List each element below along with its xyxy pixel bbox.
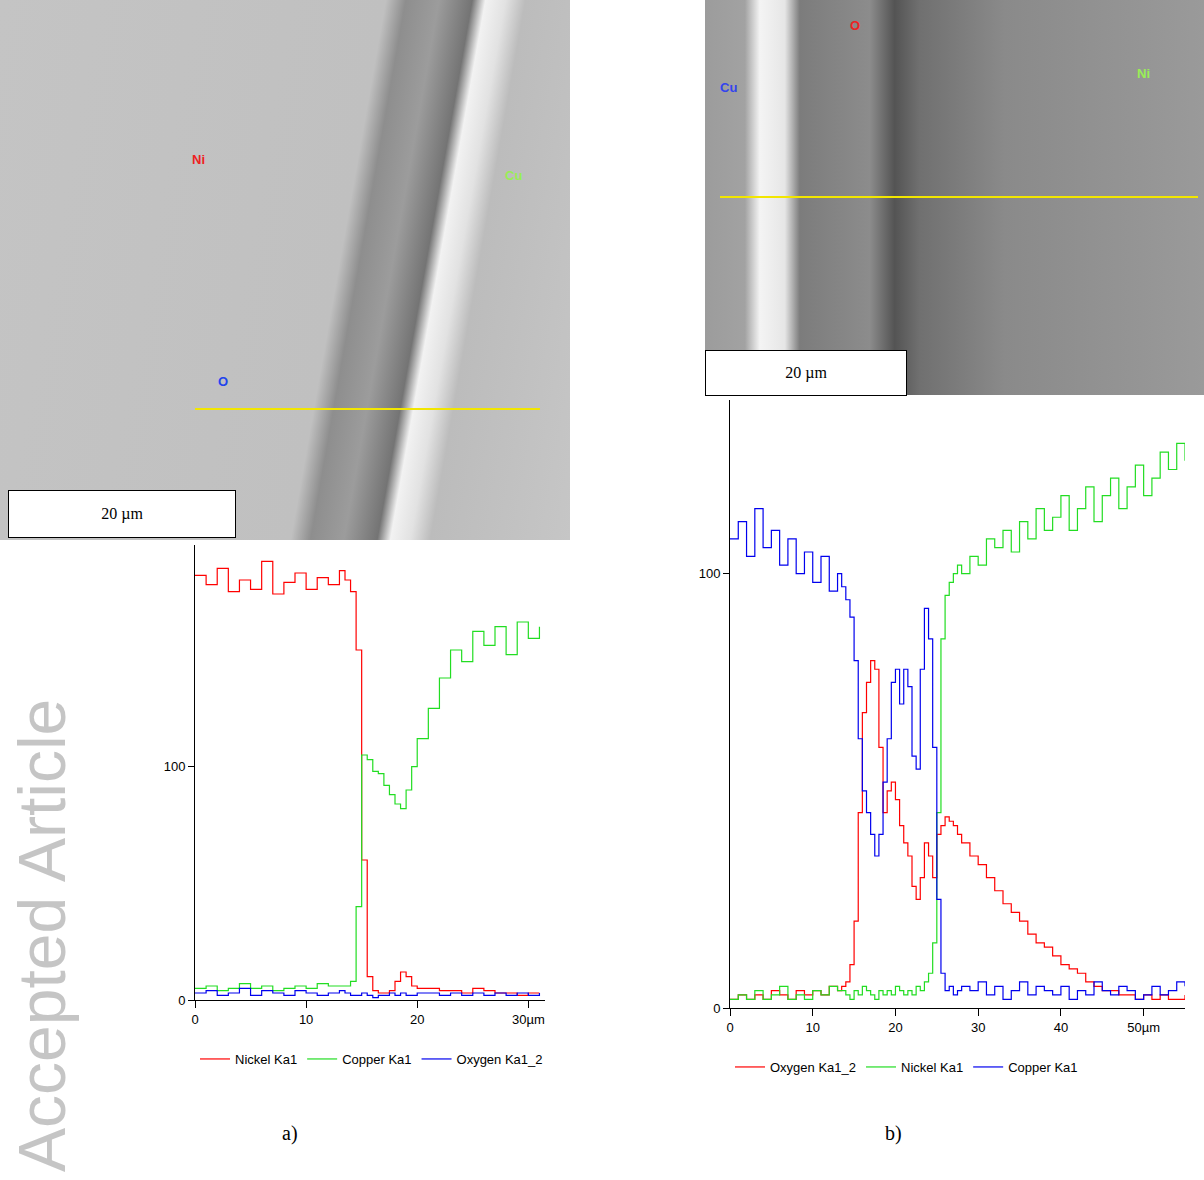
svg-text:100: 100: [164, 759, 186, 774]
svg-text:0: 0: [726, 1020, 733, 1035]
html-text:Cu: Cu: [505, 168, 523, 183]
html-text:20 µm: 20 µm: [785, 364, 827, 381]
html-text:Cu: Cu: [720, 80, 738, 95]
svg-text:Nickel Ka1: Nickel Ka1: [235, 1052, 297, 1067]
svg-text:30: 30: [971, 1020, 985, 1035]
html-text:O: O: [850, 18, 861, 33]
html-text:O: O: [218, 374, 229, 389]
svg-text:0: 0: [178, 993, 185, 1008]
html-text:a): a): [282, 1122, 298, 1144]
svg-text:30µm: 30µm: [512, 1012, 545, 1027]
html-text:b): b): [885, 1122, 902, 1144]
html-text:Ni: Ni: [192, 152, 205, 167]
svg-text:20: 20: [888, 1020, 902, 1035]
svg-text:0: 0: [191, 1012, 198, 1027]
svg-text:Oxygen Ka1_2: Oxygen Ka1_2: [770, 1060, 856, 1075]
svg-text:Copper Ka1: Copper Ka1: [1008, 1060, 1077, 1075]
svg-text:100: 100: [699, 566, 721, 581]
html-text:Accepted Article: Accepted Article: [5, 698, 79, 1172]
svg-text:20: 20: [410, 1012, 424, 1027]
svg-text:Oxygen Ka1_2: Oxygen Ka1_2: [457, 1052, 543, 1067]
html-text:20 µm: 20 µm: [101, 505, 143, 522]
svg-text:0: 0: [713, 1001, 720, 1016]
svg-text:40: 40: [1054, 1020, 1068, 1035]
svg-text:50µm: 50µm: [1127, 1020, 1160, 1035]
svg-text:10: 10: [805, 1020, 819, 1035]
svg-text:10: 10: [299, 1012, 313, 1027]
html-text:Ni: Ni: [1137, 66, 1150, 81]
svg-text:Copper Ka1: Copper Ka1: [342, 1052, 411, 1067]
svg-text:Nickel Ka1: Nickel Ka1: [901, 1060, 963, 1075]
